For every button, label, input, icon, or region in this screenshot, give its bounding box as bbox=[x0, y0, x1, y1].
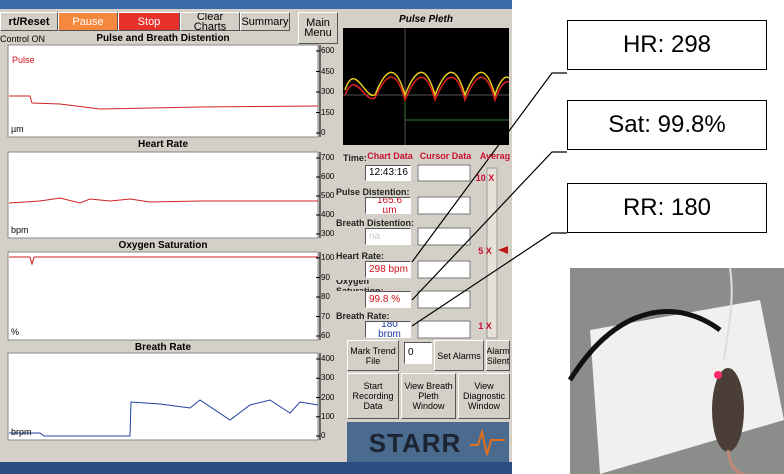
tick-label: 0 bbox=[321, 128, 343, 138]
panel-title: Oxygen Saturation bbox=[8, 239, 318, 252]
panel-title: Heart Rate bbox=[8, 138, 318, 151]
readout-box: na bbox=[365, 228, 411, 245]
column-header: Cursor Data bbox=[418, 150, 473, 162]
figure: rt/ResetPauseStopClear ChartsSummaryMain… bbox=[0, 0, 784, 474]
field-label: Oxygen Saturation: bbox=[336, 280, 416, 291]
panel-title: Breath Rate bbox=[8, 341, 318, 354]
callout: Sat: 99.8% bbox=[567, 100, 767, 150]
field-label: Pulse Distention: bbox=[336, 186, 416, 197]
logo: STARR bbox=[360, 426, 470, 460]
field-label: Heart Rate: bbox=[336, 250, 416, 261]
button[interactable]: Alarm Silent bbox=[486, 340, 510, 371]
averaging-label: 10 X bbox=[474, 172, 496, 183]
cursor-box bbox=[418, 165, 470, 181]
title-bar bbox=[0, 0, 512, 9]
toolbar-button[interactable]: Pause bbox=[58, 12, 118, 31]
tick-label: 300 bbox=[321, 229, 343, 239]
button[interactable]: View Breath Pleth Window bbox=[401, 373, 456, 419]
toolbar-button[interactable]: Clear Charts bbox=[180, 12, 240, 31]
tick-label: 450 bbox=[321, 67, 343, 77]
tick-label: 80 bbox=[321, 292, 343, 302]
readout-box: 180 brpm bbox=[365, 321, 411, 338]
field-label: Breath Distention: bbox=[336, 217, 416, 228]
button[interactable]: View Diagnostic Window bbox=[458, 373, 510, 419]
tick-label: 600 bbox=[321, 46, 343, 56]
readout-box: 165.6 µm bbox=[365, 197, 411, 214]
tick-label: 100 bbox=[321, 412, 343, 422]
field-label: Breath Rate: bbox=[336, 310, 416, 321]
tick-label: 700 bbox=[321, 153, 343, 163]
trend-plot bbox=[8, 152, 318, 238]
column-header: Chart Data bbox=[365, 150, 415, 162]
unit-label: brpm bbox=[11, 426, 51, 438]
toolbar-button[interactable]: Stop bbox=[118, 12, 180, 31]
button[interactable]: Start Recording Data bbox=[347, 373, 399, 419]
legend-label: Pulse bbox=[12, 54, 52, 66]
unit-label: µm bbox=[11, 123, 51, 135]
callout: HR: 298 bbox=[567, 20, 767, 70]
averaging-label: 5 X bbox=[474, 245, 496, 256]
pleth-plot bbox=[343, 28, 509, 145]
readout-box: 99.8 % bbox=[365, 291, 411, 308]
callout: RR: 180 bbox=[567, 183, 767, 233]
cursor-box bbox=[418, 321, 470, 338]
panel-title: Pulse and Breath Distention bbox=[8, 32, 318, 45]
count-box: 0 bbox=[404, 342, 432, 364]
cursor-box bbox=[418, 261, 470, 278]
unit-label: bpm bbox=[11, 224, 51, 236]
unit-label: % bbox=[11, 326, 51, 338]
button[interactable]: Mark Trend File bbox=[347, 340, 399, 371]
tick-label: 0 bbox=[321, 431, 343, 441]
readout-box: 12:43:16 bbox=[365, 165, 411, 181]
photo bbox=[570, 268, 784, 474]
averaging-label: 1 X bbox=[474, 320, 496, 331]
tick-label: 60 bbox=[321, 331, 343, 341]
tick-label: 200 bbox=[321, 393, 343, 403]
column-header: Averag bbox=[478, 150, 512, 162]
tick-label: 300 bbox=[321, 87, 343, 97]
tick-label: 300 bbox=[321, 373, 343, 383]
sensor-light bbox=[714, 371, 722, 379]
trend-plot bbox=[8, 353, 318, 440]
trend-plot bbox=[8, 252, 318, 340]
tick-label: 600 bbox=[321, 172, 343, 182]
pleth-title: Pulse Pleth bbox=[343, 13, 509, 27]
readout-box: 298 bpm bbox=[365, 261, 411, 278]
taskbar bbox=[0, 462, 512, 474]
trend-plot bbox=[8, 45, 318, 137]
tick-label: 150 bbox=[321, 108, 343, 118]
toolbar-button[interactable]: Summary bbox=[240, 12, 290, 31]
button[interactable]: Set Alarms bbox=[434, 340, 484, 371]
tick-label: 400 bbox=[321, 354, 343, 364]
mouse bbox=[712, 368, 744, 452]
cursor-box bbox=[418, 197, 470, 214]
toolbar-button[interactable]: rt/Reset bbox=[0, 12, 58, 31]
